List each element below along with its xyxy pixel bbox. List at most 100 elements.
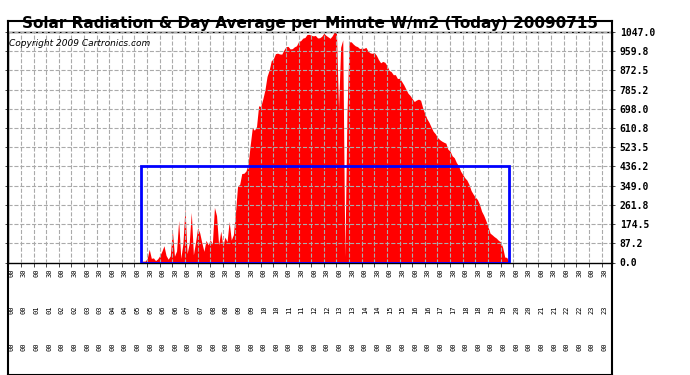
Text: 00: 00 — [261, 268, 267, 277]
Text: 00: 00 — [564, 268, 570, 277]
Text: Copyright 2009 Cartronics.com: Copyright 2009 Cartronics.com — [10, 39, 150, 48]
Text: 06: 06 — [160, 305, 166, 314]
Text: 01: 01 — [34, 305, 39, 314]
Text: 14: 14 — [374, 305, 380, 314]
Text: 00: 00 — [8, 305, 14, 314]
Text: 00: 00 — [135, 342, 141, 351]
Text: 08: 08 — [223, 305, 229, 314]
Text: 30: 30 — [223, 268, 229, 277]
Text: 00: 00 — [463, 268, 469, 277]
Text: 12: 12 — [311, 305, 317, 314]
Text: 30: 30 — [97, 268, 103, 277]
Text: 00: 00 — [185, 268, 191, 277]
Text: 30: 30 — [197, 268, 204, 277]
Text: 05: 05 — [135, 305, 141, 314]
Text: 00: 00 — [286, 342, 292, 351]
Text: 22: 22 — [576, 305, 582, 314]
Text: 00: 00 — [602, 342, 607, 351]
Text: 00: 00 — [34, 342, 39, 351]
Text: 14: 14 — [362, 305, 368, 314]
Text: 00: 00 — [273, 342, 279, 351]
Text: 00: 00 — [337, 342, 342, 351]
Text: 00: 00 — [235, 342, 242, 351]
Text: 00: 00 — [21, 305, 27, 314]
Text: 00: 00 — [475, 342, 482, 351]
Text: 10: 10 — [261, 305, 267, 314]
Text: 05: 05 — [147, 305, 153, 314]
Text: 04: 04 — [109, 305, 115, 314]
Text: 02: 02 — [71, 305, 77, 314]
Text: 18: 18 — [475, 305, 482, 314]
Text: 00: 00 — [400, 342, 406, 351]
Text: 22: 22 — [564, 305, 570, 314]
Text: 00: 00 — [526, 342, 532, 351]
Text: 00: 00 — [97, 342, 103, 351]
Text: 00: 00 — [210, 342, 216, 351]
Text: 19: 19 — [488, 305, 494, 314]
Text: 00: 00 — [387, 268, 393, 277]
Text: 00: 00 — [412, 268, 418, 277]
Bar — [141, 166, 509, 262]
Text: 09: 09 — [235, 305, 242, 314]
Text: 16: 16 — [412, 305, 418, 314]
Text: 00: 00 — [185, 342, 191, 351]
Text: 00: 00 — [71, 342, 77, 351]
Text: 20: 20 — [526, 305, 532, 314]
Text: 30: 30 — [324, 268, 330, 277]
Text: 00: 00 — [122, 342, 128, 351]
Text: 23: 23 — [602, 305, 607, 314]
Text: 30: 30 — [147, 268, 153, 277]
Text: 30: 30 — [122, 268, 128, 277]
Text: 00: 00 — [160, 342, 166, 351]
Text: 30: 30 — [500, 268, 506, 277]
Text: 07: 07 — [185, 305, 191, 314]
Text: 19: 19 — [500, 305, 506, 314]
Text: 30: 30 — [475, 268, 482, 277]
Text: 00: 00 — [513, 268, 519, 277]
Text: 00: 00 — [8, 268, 14, 277]
Text: 00: 00 — [589, 342, 595, 351]
Text: 00: 00 — [349, 342, 355, 351]
Text: 10: 10 — [273, 305, 279, 314]
Text: 00: 00 — [235, 268, 242, 277]
Text: 00: 00 — [437, 342, 444, 351]
Text: 30: 30 — [349, 268, 355, 277]
Text: 00: 00 — [324, 342, 330, 351]
Text: 00: 00 — [488, 342, 494, 351]
Text: 00: 00 — [8, 342, 14, 351]
Text: 00: 00 — [362, 342, 368, 351]
Text: 30: 30 — [248, 268, 254, 277]
Text: 30: 30 — [602, 268, 607, 277]
Text: 00: 00 — [463, 342, 469, 351]
Text: 00: 00 — [59, 342, 65, 351]
Text: 00: 00 — [34, 268, 39, 277]
Text: 00: 00 — [21, 342, 27, 351]
Text: 30: 30 — [526, 268, 532, 277]
Text: 00: 00 — [147, 342, 153, 351]
Text: 21: 21 — [551, 305, 557, 314]
Text: 00: 00 — [337, 268, 342, 277]
Text: 08: 08 — [210, 305, 216, 314]
Text: 30: 30 — [273, 268, 279, 277]
Text: 30: 30 — [71, 268, 77, 277]
Text: 00: 00 — [109, 268, 115, 277]
Text: 07: 07 — [197, 305, 204, 314]
Text: 20: 20 — [513, 305, 519, 314]
Text: 00: 00 — [261, 342, 267, 351]
Text: 00: 00 — [551, 342, 557, 351]
Text: 30: 30 — [450, 268, 456, 277]
Text: 00: 00 — [160, 268, 166, 277]
Text: 30: 30 — [400, 268, 406, 277]
Text: 00: 00 — [576, 342, 582, 351]
Text: 00: 00 — [387, 342, 393, 351]
Text: 00: 00 — [311, 342, 317, 351]
Text: 00: 00 — [488, 268, 494, 277]
Text: 23: 23 — [589, 305, 595, 314]
Text: 00: 00 — [59, 268, 65, 277]
Text: 30: 30 — [21, 268, 27, 277]
Text: 15: 15 — [400, 305, 406, 314]
Text: 00: 00 — [172, 342, 179, 351]
Text: 11: 11 — [286, 305, 292, 314]
Title: Solar Radiation & Day Average per Minute W/m2 (Today) 20090715: Solar Radiation & Day Average per Minute… — [22, 16, 598, 31]
Text: 06: 06 — [172, 305, 179, 314]
